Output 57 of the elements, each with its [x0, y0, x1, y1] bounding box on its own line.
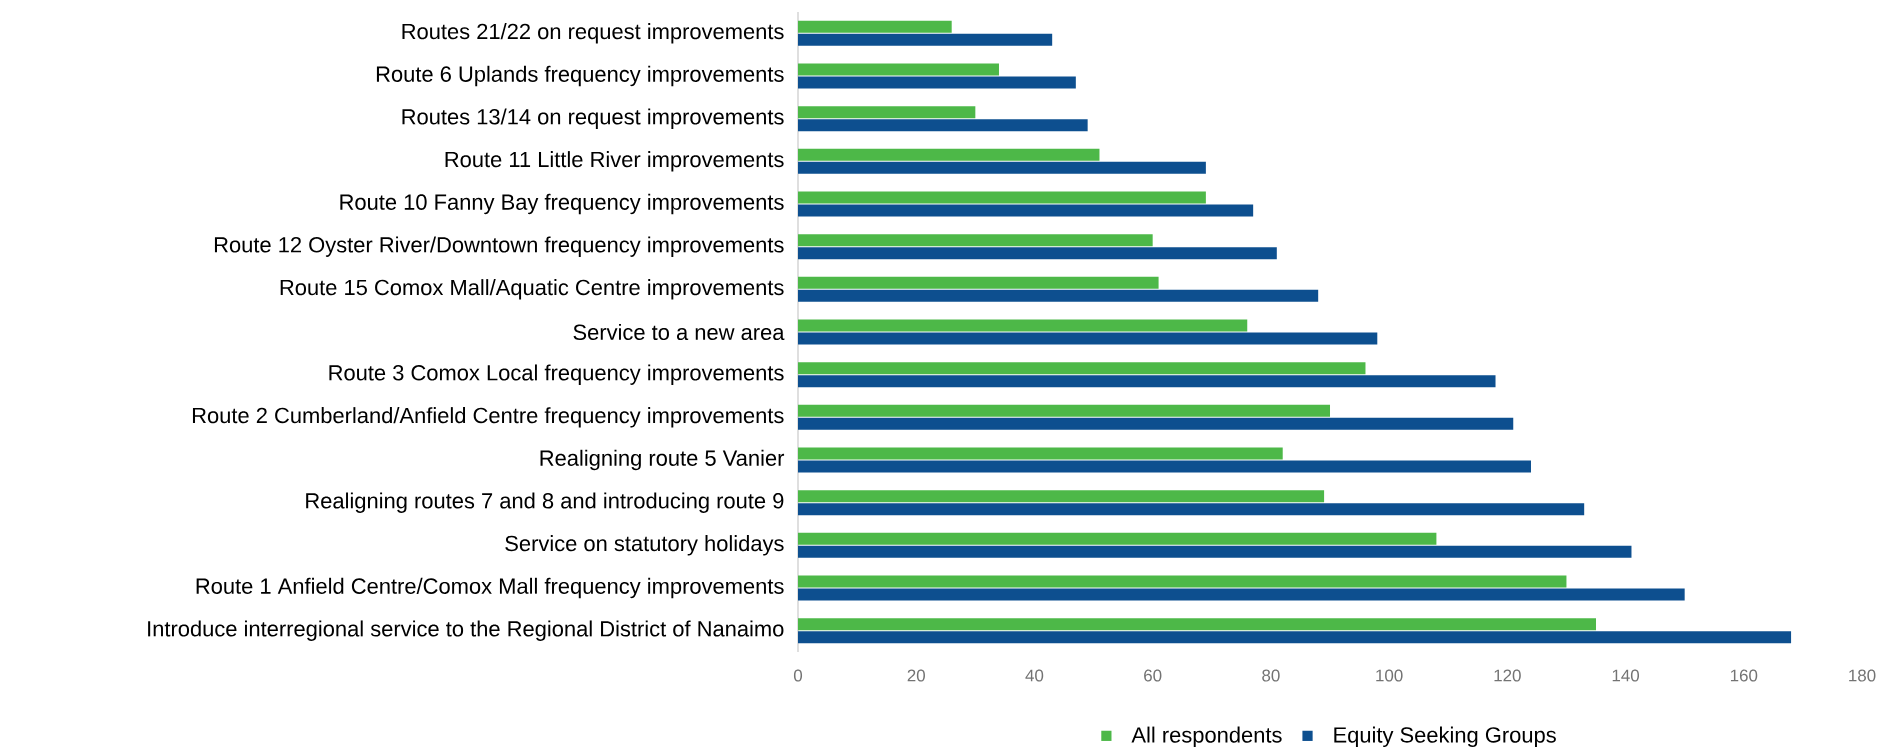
x-tick-label: 120 — [1494, 669, 1521, 682]
bar — [798, 20, 952, 33]
x-tick-label: 40 — [1025, 669, 1044, 682]
bar — [798, 575, 1567, 588]
bar — [798, 618, 1596, 631]
x-tick-label: 180 — [1849, 669, 1876, 682]
y-tick-label: Route 12 Oyster River/Downtown frequency improvements — [214, 236, 784, 257]
bar — [798, 204, 1254, 217]
bar — [798, 33, 1053, 46]
bar — [798, 404, 1330, 417]
bar — [798, 119, 1088, 132]
bar — [798, 460, 1531, 473]
y-tick-label: Route 6 Uplands frequency improvements — [376, 65, 784, 87]
bar — [798, 417, 1514, 430]
legend-label: Equity Seeking Groups — [1334, 726, 1556, 748]
x-tick-label: 160 — [1730, 669, 1758, 682]
bar — [798, 289, 1319, 302]
bar — [798, 161, 1206, 174]
y-tick-label: Route 1 Anfield Centre/Comox Mall frequency improvements — [196, 577, 784, 599]
bar — [798, 191, 1206, 204]
y-tick-label: Service to a new area — [573, 323, 785, 341]
bar — [798, 588, 1685, 601]
bar — [798, 63, 999, 76]
x-tick-label: 100 — [1376, 669, 1403, 682]
bar — [798, 319, 1248, 332]
y-tick-label: Route 2 Cumberland/Anfield Centre frequency improvements — [192, 407, 784, 428]
x-tick-label: 0 — [793, 669, 803, 682]
bar — [798, 276, 1159, 289]
y-tick-label: Introduce interregional service to the Regional District of Nanaimo — [148, 620, 784, 641]
y-tick-label: Realigning route 5 Vanier — [540, 449, 785, 471]
bar — [798, 375, 1496, 388]
bar — [798, 545, 1632, 558]
y-tick-label: Realigning routes 7 and 8 and introducing route 9 — [306, 492, 784, 513]
bar — [798, 362, 1366, 375]
y-tick-label: Route 10 Fanny Bay frequency improvements — [340, 193, 784, 215]
legend-label: All respondents — [1131, 726, 1282, 748]
y-tick-label: Route 3 Comox Local frequency improvements — [329, 364, 784, 385]
bar — [798, 234, 1153, 247]
y-tick-label: Routes 13/14 on request improvements — [402, 108, 784, 129]
bar — [798, 247, 1277, 260]
bar — [798, 148, 1100, 161]
y-tick-label: Service on statutory holidays — [505, 535, 784, 556]
x-tick-label: 140 — [1612, 669, 1640, 682]
bar — [798, 106, 976, 119]
x-tick-label: 60 — [1144, 669, 1162, 682]
x-tick-label: 20 — [907, 669, 925, 682]
x-tick-label: 80 — [1262, 669, 1280, 682]
bar — [798, 532, 1437, 545]
y-tick-label: Routes 21/22 on request improvements — [402, 23, 784, 44]
bar — [798, 490, 1325, 503]
y-tick-label: Route 15 Comox Mall/Aquatic Centre improvements — [280, 279, 784, 300]
bar — [798, 631, 1792, 644]
y-tick-label: Route 11 Little River improvements — [445, 151, 784, 172]
bar — [798, 503, 1585, 516]
bar — [798, 447, 1283, 460]
bar — [798, 332, 1378, 345]
bar — [798, 76, 1076, 89]
